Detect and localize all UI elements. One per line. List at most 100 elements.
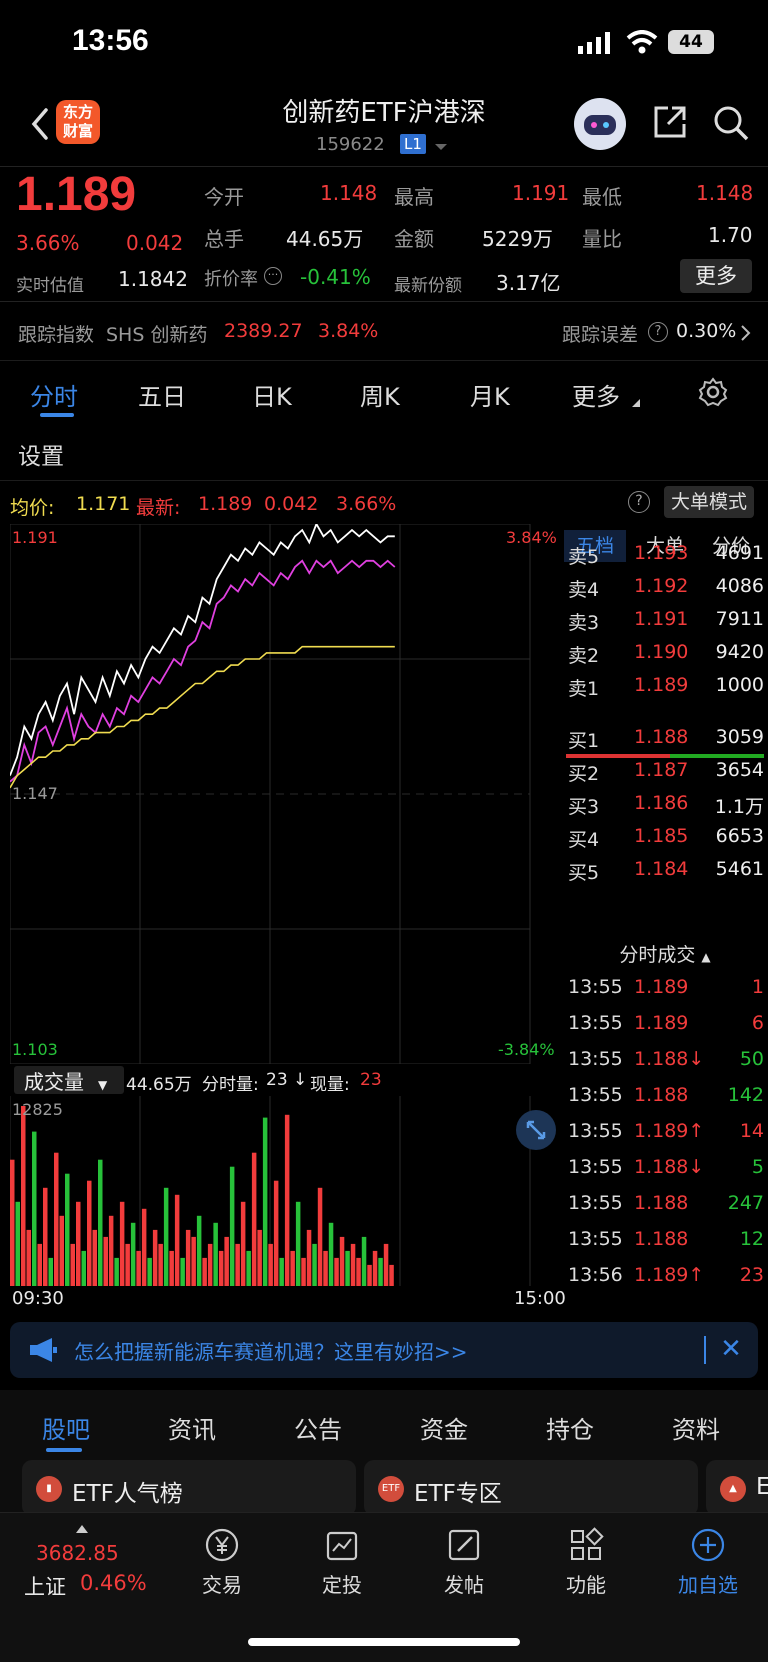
card-etf-zone[interactable]: ETF ETF专区: [364, 1460, 698, 1516]
level-qty: 1000: [715, 674, 764, 696]
search-icon[interactable]: [712, 104, 750, 142]
volume-bar: [383, 1243, 389, 1286]
volume-bar: [213, 1222, 218, 1286]
index-ticker[interactable]: 3682.85 上证 0.46%: [18, 1525, 168, 1605]
help-icon[interactable]: ?: [648, 322, 668, 342]
level-badge[interactable]: L1: [400, 134, 426, 154]
volume-bar: [26, 1229, 31, 1286]
volume-bar: [235, 1243, 240, 1286]
high-label: 最高: [394, 185, 434, 209]
tab-forum[interactable]: 股吧: [42, 1416, 90, 1444]
graduation-cap-icon: ▲: [720, 1476, 746, 1502]
level-label: 卖1: [568, 678, 600, 700]
back-icon[interactable]: [26, 104, 56, 144]
volume-bar: [10, 1159, 15, 1286]
expand-icon[interactable]: [516, 1110, 556, 1150]
banner-text[interactable]: 怎么把握新能源车赛道机遇？这里有妙招>>: [74, 1340, 468, 1364]
promo-banner[interactable]: 怎么把握新能源车赛道机遇？这里有妙招>> ✕: [10, 1322, 758, 1378]
nav-invest-plan[interactable]: 定投: [302, 1527, 382, 1598]
ask-row[interactable]: 卖4 1.192 4086: [568, 575, 764, 609]
assistant-robot-icon[interactable]: [574, 98, 626, 150]
bid-row[interactable]: 买3 1.186 1.1万: [568, 792, 764, 826]
tab-announcements[interactable]: 公告: [294, 1416, 342, 1444]
intraday-price-chart[interactable]: [10, 524, 560, 1064]
big-order-mode-button[interactable]: 大单模式: [664, 486, 754, 518]
help-icon[interactable]: ?: [628, 491, 650, 513]
index-pct: 0.46%: [80, 1571, 147, 1595]
level-price: 1.185: [634, 825, 689, 847]
ticks-title[interactable]: 分时成交 ▲: [619, 944, 711, 966]
ask-row[interactable]: 卖5 1.193 4691: [568, 542, 764, 576]
bid-row[interactable]: 买4 1.185 6653: [568, 825, 764, 859]
order-book: 五档 大单 分价 卖5 1.193 4691 卖4 1.192 4086 卖3 1.191 79…: [562, 526, 768, 1306]
volume-bar: [202, 1257, 207, 1286]
yen-icon: [205, 1528, 239, 1562]
tab-monthly-k[interactable]: 月K: [470, 383, 510, 411]
tick-qty: 5: [751, 1156, 764, 1178]
tracking-row[interactable]: 跟踪指数 SHS 创新药 2389.27 3.84% 跟踪误差 ? 0.30%: [0, 301, 768, 361]
close-icon[interactable]: ✕: [720, 1334, 742, 1364]
tab-five-levels[interactable]: 五档: [564, 530, 627, 562]
ask-row[interactable]: 卖2 1.190 9420: [568, 641, 764, 675]
bid-row[interactable]: 买1 1.188 3059: [568, 726, 764, 760]
card-etf-ranking[interactable]: ▮ ETF人气榜: [22, 1460, 356, 1516]
change-value: 0.042: [126, 231, 184, 255]
ask-row[interactable]: 卖1 1.189 1000: [568, 674, 764, 708]
tab-price-distribution[interactable]: 分价: [712, 535, 751, 557]
level-price: 1.187: [634, 759, 689, 781]
volume-bar: [389, 1264, 394, 1286]
tick-row: 13:55 1.188 12: [568, 1228, 764, 1262]
nav-functions[interactable]: 功能: [546, 1527, 626, 1598]
tick-price: 1.188: [634, 1228, 689, 1250]
tab-funds[interactable]: 资金: [420, 1416, 468, 1444]
volume-bar: [218, 1250, 224, 1286]
volume-bar: [108, 1215, 114, 1286]
chevron-down-icon[interactable]: [434, 142, 448, 152]
tab-big-orders[interactable]: 大单: [646, 535, 685, 557]
current-vol-value: 23: [360, 1070, 382, 1090]
discount-value: -0.41%: [300, 265, 371, 289]
minute-vol-label: 分时量:: [202, 1075, 259, 1095]
card-etf-learn[interactable]: ▲ E: [706, 1460, 768, 1516]
level-price: 1.189: [634, 674, 689, 696]
nav-trade[interactable]: 交易: [182, 1527, 262, 1598]
tab-holdings[interactable]: 持仓: [546, 1416, 594, 1444]
volume-header: 成交量 ▼ 44.65万 分时量: 23 ↓ 现量: 23: [10, 1064, 560, 1095]
level-qty: 4691: [715, 542, 764, 564]
volume-bar: [163, 1187, 169, 1286]
info-icon[interactable]: ···: [264, 267, 282, 285]
tab-more[interactable]: 更多: [572, 383, 620, 411]
volume-bar: [251, 1152, 257, 1286]
volume-value: 44.65万: [286, 227, 364, 251]
volume-bar: [323, 1250, 328, 1286]
gear-icon[interactable]: [698, 377, 728, 407]
nav-post[interactable]: 发帖: [424, 1527, 504, 1598]
nav-add-watchlist[interactable]: 加自选: [668, 1527, 748, 1598]
volume-bar: [15, 1201, 20, 1286]
settings-label[interactable]: 设置: [18, 444, 64, 470]
shares-value: 3.17亿: [496, 271, 561, 295]
volume-chart[interactable]: [10, 1096, 560, 1286]
tab-weekly-k[interactable]: 周K: [360, 383, 400, 411]
axis-mid-price: 1.147: [12, 784, 58, 803]
volume-selector[interactable]: 成交量 ▼: [14, 1066, 124, 1094]
tab-intraday[interactable]: 分时: [30, 383, 78, 411]
volume-bar: [240, 1201, 246, 1286]
volume-bar: [169, 1250, 174, 1286]
bid-row[interactable]: 买2 1.187 3654: [568, 759, 764, 793]
tab-5day[interactable]: 五日: [138, 383, 186, 411]
more-button[interactable]: 更多: [680, 259, 752, 293]
level-price: 1.188: [634, 726, 689, 748]
header: 创新药ETF沪港深 159622 L1: [0, 86, 768, 166]
feature-cards: ▮ ETF人气榜 ETF ETF专区 ▲ E: [0, 1460, 768, 1516]
tab-daily-k[interactable]: 日K: [252, 383, 292, 411]
ask-row[interactable]: 卖3 1.191 7911: [568, 608, 764, 642]
tab-news[interactable]: 资讯: [168, 1416, 216, 1444]
volume-bar: [147, 1257, 152, 1286]
tab-profile[interactable]: 资料: [672, 1416, 720, 1444]
level-label: 买2: [568, 763, 600, 785]
status-bar: 13:56 44: [0, 0, 768, 86]
bid-row[interactable]: 买5 1.184 5461: [568, 858, 764, 892]
share-icon[interactable]: [652, 104, 688, 140]
volume-bar: [59, 1215, 64, 1286]
